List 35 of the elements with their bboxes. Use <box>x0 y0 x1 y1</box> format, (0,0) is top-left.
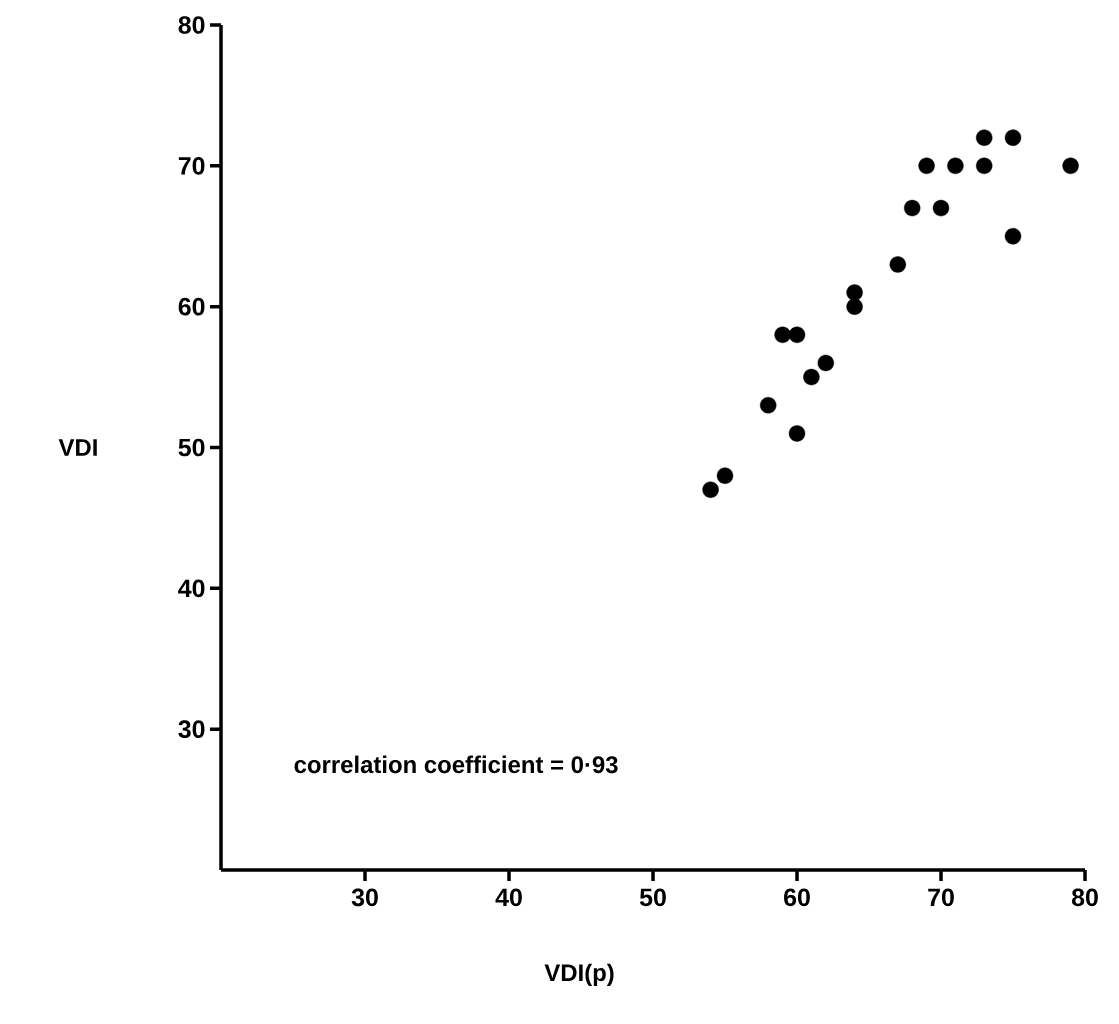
point <box>788 425 806 442</box>
y-tick-label: 70 <box>178 157 205 175</box>
x-tick-label: 30 <box>351 888 378 907</box>
point <box>976 129 993 146</box>
point <box>760 397 777 414</box>
point <box>702 481 719 498</box>
y-tick-label: 40 <box>178 579 205 598</box>
y-tick-label: 50 <box>178 438 205 457</box>
point <box>918 157 935 175</box>
point <box>774 326 791 344</box>
point <box>976 157 993 175</box>
point <box>846 284 863 301</box>
y-axis-title: VDI <box>58 439 97 456</box>
y-tick-label: 80 <box>178 16 205 34</box>
y-tick-label: 60 <box>178 297 205 316</box>
y-tick-label: 30 <box>178 720 205 738</box>
x-tick-label: 60 <box>784 888 810 907</box>
x-tick-label: 50 <box>639 888 666 907</box>
point <box>947 157 964 175</box>
x-tick-label: 80 <box>1071 888 1098 907</box>
x-tick-label: 40 <box>495 888 522 907</box>
point <box>1004 129 1022 146</box>
x-axis-title: VDI(p) <box>544 963 614 986</box>
x-tick-label: 70 <box>928 888 954 907</box>
point <box>846 298 863 315</box>
point <box>803 368 820 386</box>
point <box>788 326 806 344</box>
point <box>1062 157 1079 175</box>
point <box>932 199 950 217</box>
point <box>716 467 734 484</box>
point <box>889 256 906 273</box>
point <box>817 354 834 372</box>
point <box>1004 228 1022 245</box>
point <box>904 199 921 217</box>
annotation: correlation coefficient = 0·93 <box>294 755 618 774</box>
